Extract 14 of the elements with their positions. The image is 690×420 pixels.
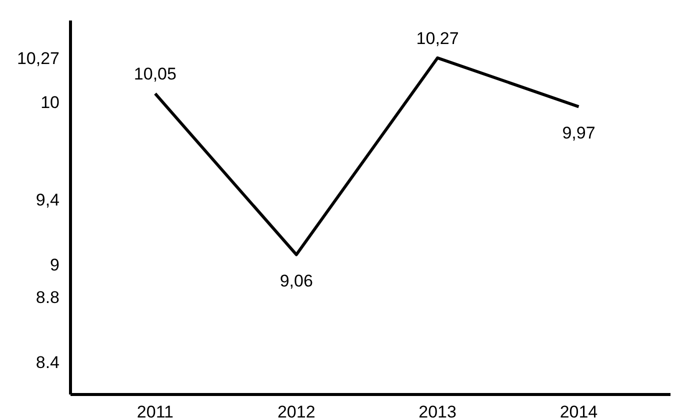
y-tick-label: 8.8 xyxy=(36,288,60,307)
y-tick-label: 9,4 xyxy=(36,190,60,210)
y-tick-label: 10 xyxy=(40,92,60,112)
y-tick-label: 8.4 xyxy=(36,352,60,372)
data-label: 9,06 xyxy=(280,272,313,291)
data-label: 10,05 xyxy=(134,64,176,84)
x-tick-label: 2013 xyxy=(418,402,456,420)
data-label: 9,97 xyxy=(562,124,596,143)
y-tick-label: 9 xyxy=(50,255,60,274)
x-tick-label: 2011 xyxy=(136,402,174,420)
y-tick-label: 10,27 xyxy=(16,48,60,68)
x-tick-label: 2012 xyxy=(277,402,316,420)
data-label: 10,27 xyxy=(416,28,459,48)
x-tick-label: 2014 xyxy=(560,402,598,420)
